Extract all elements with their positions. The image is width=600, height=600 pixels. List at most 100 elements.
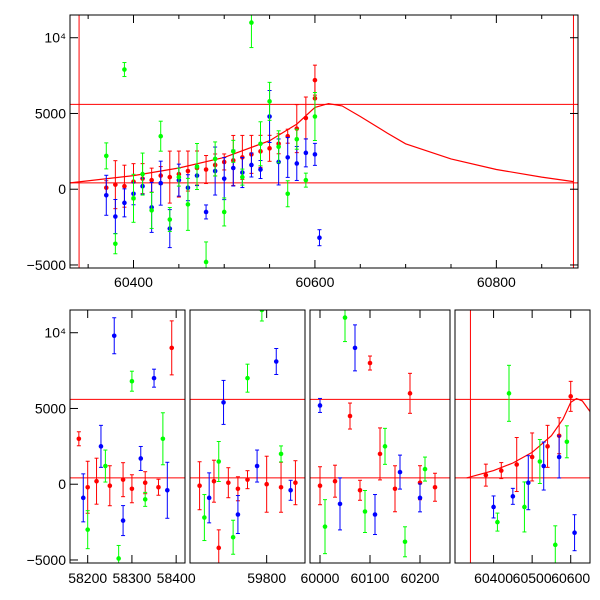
top-series-0-point-7 [167,150,173,204]
bottom-series-0-point-25 [407,372,413,414]
bottom-series-2-point-22 [552,525,558,563]
bottom-series-2-point-0 [85,510,90,550]
bottom-ytick-label-3: 10⁴ [44,325,66,341]
bottom-series-0-point-3 [107,465,113,507]
top-series-2-point-5 [149,191,154,229]
bottom-series-2-point-8 [230,519,236,555]
bottom-segment-1 [190,310,305,563]
bottom-series-1-point-2 [111,317,117,355]
top-series-2-point-4 [140,152,145,196]
bottom-xtick-label-3-1: 60500 [513,570,552,586]
top-series-1-point-13 [221,157,227,201]
bottom-series-2-point-20 [522,481,527,533]
top-panel: 60400 60600 60800 −5000 0 5000 10⁴ [27,14,579,290]
bottom-segment-0 [70,317,185,563]
bottom-series-2-point-10 [259,310,265,322]
bottom-series-0-point-2 [94,457,99,505]
bottom-xtick-label-3-2: 60600 [551,570,590,586]
bottom-model-curve [466,397,590,479]
top-series-1-point-6 [158,160,164,206]
bottom-series-2-point-2 [116,544,121,563]
bottom-series-0-point-18 [317,466,323,506]
bottom-series-0-point-34 [568,380,574,412]
top-series-0-point-22 [303,96,309,140]
top-xtick-label-0: 60400 [114,274,153,290]
bottom-xtick-label-2-0: 60000 [301,570,340,586]
top-series-2-point-3 [131,173,136,223]
bottom-series-2-point-9 [245,363,250,393]
bottom-series-1-point-24 [572,514,577,552]
top-series-2-point-18 [267,81,272,121]
bottom-series-0-point-23 [377,427,383,481]
top-series-1-point-20 [285,136,291,178]
bottom-series-2-point-1 [103,449,108,483]
bottom-series-2-point-18 [495,512,500,532]
bottom-series-0-point-14 [245,470,250,490]
bottom-series-1-point-19 [491,495,496,519]
bottom-series-2-point-5 [160,412,166,466]
bottom-ytick-label-1: 0 [58,476,66,492]
bottom-series-2-point-17 [422,456,428,482]
bottom-series-2-point-16 [402,526,408,558]
top-series-2-point-2 [122,62,127,78]
bottom-series-0-point-1 [85,460,90,514]
top-series-2-point-10 [194,142,200,190]
bottom-series-0-point-9 [197,461,202,511]
top-series-1-point-24 [317,229,322,247]
bottom-series-1-point-10 [254,449,260,483]
top-series-1-point-21 [294,145,300,181]
bottom-series-2-point-21 [537,438,543,484]
bottom-series-1-point-7 [206,472,212,524]
bottom-series-0-point-4 [120,462,126,498]
bottom-xtick-label-0-0: 58200 [68,570,107,586]
bottom-series-0-point-0 [76,431,82,447]
bottom-panel: 58200 58300 58400 −5000 0 5000 10⁴ 59800 60000 60… [27,309,591,586]
top-axis-frame [69,14,579,269]
bottom-series-1-point-21 [525,455,531,511]
bottom-xtick-label-0-2: 58400 [157,570,196,586]
bottom-axis-frame-2 [309,309,451,564]
bottom-ytick-label-0: −5000 [27,552,67,568]
bottom-series-2-point-12 [322,499,328,555]
top-xtick-label-2: 60800 [477,274,516,290]
bottom-series-1-point-6 [165,461,170,519]
bottom-series-1-point-1 [98,424,104,468]
top-series-2-point-17 [258,121,263,167]
bottom-series-0-point-22 [367,355,373,371]
bottom-series-1-point-15 [352,324,358,372]
top-series-2-point-1 [113,233,118,255]
top-series-2-point-20 [285,180,291,208]
top-series-2-point-9 [185,177,191,231]
bottom-series-2-point-19 [506,364,512,422]
top-series-1-point-1 [113,198,118,234]
bottom-xtick-label-3-0: 60400 [474,570,513,586]
bottom-series-0-point-10 [211,459,217,503]
bottom-series-0-point-27 [432,472,438,502]
top-series-1-point-23 [312,142,318,166]
top-series-2-point-15 [240,168,245,186]
bottom-series-0-point-12 [226,467,231,499]
top-model-curve [70,102,574,184]
top-xtick-label-1: 60600 [295,274,334,290]
bottom-series-1-point-3 [120,505,126,537]
bottom-series-0-point-5 [129,474,135,504]
top-series-1-point-2 [122,188,127,218]
bottom-series-0-point-21 [357,479,363,501]
bottom-series-0-point-15 [264,455,269,513]
top-series-1-point-22 [303,138,309,168]
bottom-series-1-point-11 [273,348,279,376]
top-series-2-point-12 [212,141,218,177]
bottom-series-1-point-0 [80,473,86,523]
top-ytick-label-3: 10⁴ [44,30,66,46]
top-ytick-label-1: 0 [58,181,66,197]
bottom-series-0-point-20 [347,402,353,430]
bottom-series-2-point-3 [129,370,135,392]
top-plot-area [70,15,578,268]
bottom-series-1-point-4 [138,445,144,471]
bottom-series-0-point-19 [332,464,338,498]
bottom-series-2-point-6 [202,494,207,542]
bottom-series-1-point-12 [288,479,293,501]
bottom-series-1-point-9 [235,495,241,535]
bottom-xtick-label-2-1: 60100 [351,570,390,586]
top-series-2-point-7 [167,207,173,233]
